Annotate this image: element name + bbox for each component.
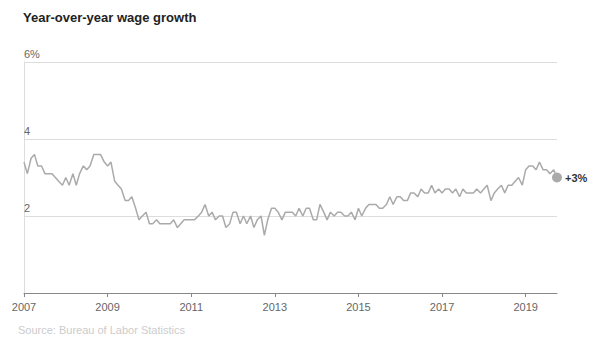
svg-text:Year-over-year wage growth: Year-over-year wage growth (23, 10, 196, 25)
svg-text:2009: 2009 (95, 301, 119, 313)
svg-text:2: 2 (24, 202, 30, 214)
svg-text:Source: Bureau of Labor Statis: Source: Bureau of Labor Statistics (18, 324, 185, 336)
svg-text:2019: 2019 (513, 301, 537, 313)
svg-text:2017: 2017 (430, 301, 454, 313)
svg-text:6%: 6% (24, 48, 40, 60)
svg-text:4: 4 (24, 125, 30, 137)
svg-text:2007: 2007 (12, 301, 36, 313)
svg-text:+3%: +3% (565, 172, 588, 184)
svg-text:2015: 2015 (346, 301, 370, 313)
svg-text:2013: 2013 (263, 301, 287, 313)
svg-text:2011: 2011 (179, 301, 203, 313)
